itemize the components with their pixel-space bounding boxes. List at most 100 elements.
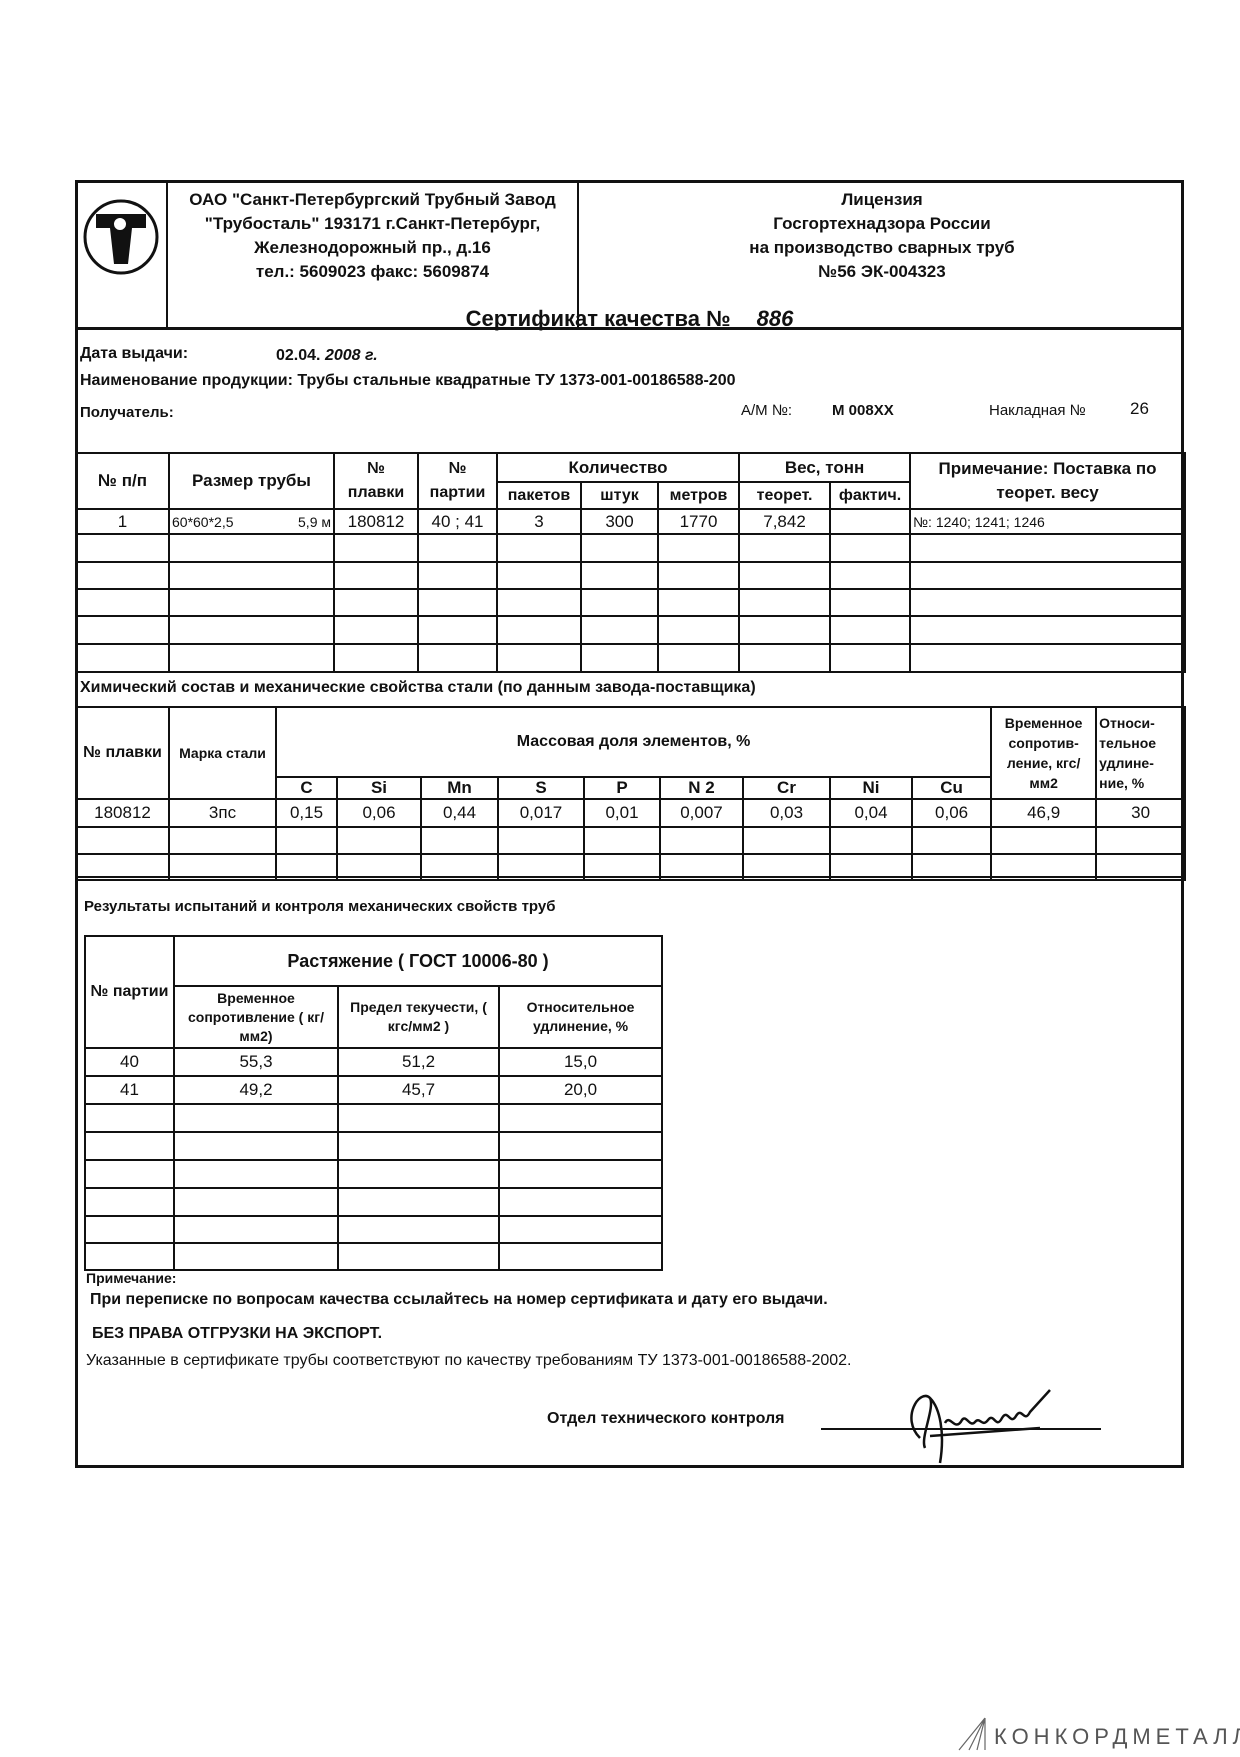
header-packages: пакетов: [496, 481, 582, 510]
header-elongation: Относи-тельное удлине-ние, %: [1095, 706, 1187, 800]
cell-heat: 180812: [333, 508, 419, 535]
cell-theor: 7,842: [738, 508, 832, 535]
cell-size-dims: 60*60*2,5: [172, 513, 234, 530]
table-row-empty: [75, 561, 1187, 590]
cell-grade: 3пс: [168, 798, 277, 828]
table-row-empty: [84, 1131, 664, 1161]
header-theor: теорет.: [738, 481, 832, 510]
product-value: Трубы стальные квадратные ТУ 1373-001-00…: [297, 372, 736, 389]
table-row: 40 55,3 51,2 15,0: [84, 1047, 664, 1077]
cell-elongation: 15,0: [497, 1047, 664, 1077]
cell-yield: 45,7: [337, 1075, 500, 1105]
am-value: М 008ХХ: [832, 402, 894, 419]
license-line4: №56 ЭК-004323: [818, 262, 946, 281]
cell-s: 0,017: [497, 798, 585, 828]
company-address: Железнодорожный пр., д.16: [254, 238, 491, 257]
header-strength: Временное сопротив-ление, кгс/мм2: [990, 706, 1098, 800]
company-name-line1: ОАО "Санкт-Петербургский Трубный Завод: [189, 190, 556, 209]
cell-p: 0,01: [583, 798, 661, 828]
table-row-empty: [84, 1103, 664, 1133]
header-pieces: штук: [580, 481, 659, 510]
header-weight: Вес, тонн: [738, 452, 912, 483]
table-row-empty: [75, 533, 1187, 563]
cell-elongation: 30: [1095, 798, 1187, 828]
shipment-table: № п/п Размер трубы № плавки № партии Кол…: [75, 452, 1187, 673]
issue-date-day: 02.04.: [276, 347, 321, 364]
table-row: 41 49,2 45,7 20,0: [84, 1075, 664, 1105]
cell-meters: 1770: [656, 508, 741, 535]
header-batch: № партии: [84, 935, 175, 1049]
cell-strength: 46,9: [990, 798, 1098, 828]
cell-ni: 0,04: [829, 798, 913, 828]
table-row-empty: [84, 1215, 664, 1244]
cell-mn: 0,44: [420, 798, 499, 828]
header-actual: фактич.: [829, 481, 912, 510]
cell-c: 0,15: [275, 798, 338, 828]
table-row-empty: [75, 615, 1187, 645]
cell-size-length: 5,9 м: [298, 513, 331, 530]
header-divider-license: [577, 180, 579, 329]
header-element-si: Si: [336, 776, 422, 800]
company-info: ОАО "Санкт-Петербургский Трубный Завод "…: [169, 188, 576, 284]
signature-line: [821, 1428, 1101, 1430]
chem-section-title: Химический состав и механические свойств…: [80, 679, 756, 696]
otk-label: Отдел технического контроля: [547, 1410, 785, 1427]
header-element-ni: Ni: [829, 776, 913, 800]
company-name-line2: "Трубосталь" 193171 г.Санкт-Петербург,: [204, 214, 541, 233]
cell-cu: 0,06: [910, 798, 993, 828]
cell-size: 60*60*2,5 5,9 м: [168, 508, 335, 535]
am-label: А/М №:: [741, 402, 793, 419]
cell-strength: 55,3: [173, 1047, 339, 1077]
license-line2: Госгортехнадзора России: [773, 214, 991, 233]
cell-elongation: 20,0: [497, 1075, 664, 1105]
header-divider: [75, 327, 1184, 330]
header-elongation: Относительное удлинение, %: [497, 985, 664, 1049]
header-divider-logo: [166, 180, 168, 329]
invoice-label: Накладная №: [989, 402, 1086, 419]
cell-num: 1: [75, 508, 170, 535]
license-info: Лицензия Госгортехнадзора России на прои…: [580, 188, 1184, 284]
header-element-cr: Cr: [742, 776, 831, 800]
product-label: Наименование продукции:: [80, 372, 293, 389]
product-line: Наименование продукции: Трубы стальные к…: [80, 372, 736, 390]
header-element-n2: N 2: [659, 776, 744, 800]
header-strength: Временное сопротивление ( кг/мм2): [173, 985, 339, 1049]
table-row-empty: [75, 643, 1187, 673]
header-element-cu: Cu: [910, 776, 993, 800]
signature-icon: [910, 1389, 1051, 1464]
cell-cr: 0,03: [742, 798, 831, 828]
certificate-title: Сертификат качества № 886: [75, 306, 1184, 332]
table-row: 180812 3пс 0,15 0,06 0,44 0,017 0,01 0,0…: [75, 798, 1187, 828]
header-heat: № плавки: [333, 452, 419, 510]
cell-packages: 3: [496, 508, 582, 535]
cell-note: №: 1240; 1241; 1246: [909, 508, 1187, 535]
company-logo-icon: [83, 199, 159, 275]
signature: [890, 1378, 1090, 1473]
header-element-s: S: [497, 776, 585, 800]
notes-compliance: Указанные в сертификате трубы соответств…: [86, 1352, 852, 1369]
header-note: Примечание: Поставка по теорет. весу: [909, 452, 1187, 510]
cell-pieces: 300: [580, 508, 659, 535]
header-tension: Растяжение ( ГОСТ 10006-80 ): [172, 935, 664, 987]
header-heat: № плавки: [75, 706, 170, 800]
header-quantity: Количество: [495, 452, 741, 483]
certificate-number: 886: [756, 306, 794, 331]
table-row-empty: [75, 588, 1187, 617]
issue-date: 02.04. 2008 г.: [276, 347, 378, 365]
brand-logo: [955, 1716, 991, 1757]
table-row-empty: [84, 1187, 664, 1217]
brand-watermark: КОНКОРДМЕТАЛЛ: [994, 1724, 1240, 1749]
cell-n2: 0,007: [659, 798, 744, 828]
header-element-mn: Mn: [420, 776, 499, 800]
brand-sail-icon: [958, 1717, 986, 1751]
cell-batch: 41: [84, 1075, 175, 1105]
cell-batch: 40 ; 41: [417, 508, 498, 535]
header-meters: метров: [656, 481, 741, 510]
cell-batch: 40: [84, 1047, 175, 1077]
header-element-c: C: [275, 776, 338, 800]
chemistry-table: № плавки Марка стали Массовая доля элеме…: [75, 706, 1187, 881]
table-row-empty: [75, 826, 1187, 855]
header-mass-fraction: Массовая доля элементов, %: [274, 706, 993, 778]
header-num: № п/п: [75, 452, 170, 510]
cell-heat: 180812: [75, 798, 170, 828]
